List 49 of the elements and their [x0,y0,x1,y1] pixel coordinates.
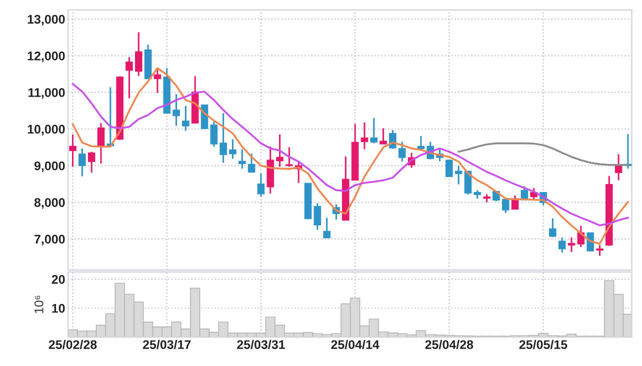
y-tick-label: 7,000 [34,234,65,246]
candlestick [502,198,510,214]
candlestick [380,127,387,145]
candlestick [360,122,368,150]
candlestick [446,160,453,177]
x-tick-label: 25/03/17 [142,340,191,350]
y-tick-label: 11,000 [28,88,65,99]
y-tick-label: 8,000 [34,198,65,209]
candlestick [276,134,284,168]
candlestick [229,138,236,160]
candlestick [558,236,566,254]
candlestick [248,152,256,174]
candlestick [88,150,96,174]
candlestick [596,244,604,257]
candlestick [568,236,576,253]
candlestick [586,232,594,252]
x-tick-label: 25/05/15 [519,340,568,350]
y-tick-label: 20 [52,274,65,284]
candlestick [286,146,293,168]
y-tick-label: 10,000 [28,124,65,136]
candlestick [97,122,105,164]
candlestick [69,134,76,168]
x-tick-label: 25/03/31 [237,340,285,350]
candlestick [220,112,227,164]
line-series [72,67,629,245]
x-tick-label: 25/04/28 [425,340,474,350]
candlestick [210,120,218,148]
y-tick-label: 12,000 [28,51,65,62]
candlestick [154,67,162,94]
candlestick [398,141,406,162]
x-tick-label: 25/04/14 [331,340,380,350]
line-series [72,83,629,226]
candlestick [323,216,330,239]
y-tick-label: 10 [52,304,65,313]
candlestick [370,117,378,144]
y-tick-label: 9,000 [34,161,65,172]
y-axis-title: 10⁶ [34,296,44,314]
x-tick-label: 25/02/28 [48,340,97,350]
candlestick [78,148,86,178]
candlestick [126,56,133,99]
y-tick-label: 13,000 [28,14,65,26]
candlestick [134,31,142,77]
candlestick [314,202,322,231]
candlestick [257,172,265,198]
candlestick [549,218,556,238]
candlestick [172,93,180,126]
candlestick [238,148,246,170]
candlestick [454,164,462,186]
candlestick [182,105,190,132]
